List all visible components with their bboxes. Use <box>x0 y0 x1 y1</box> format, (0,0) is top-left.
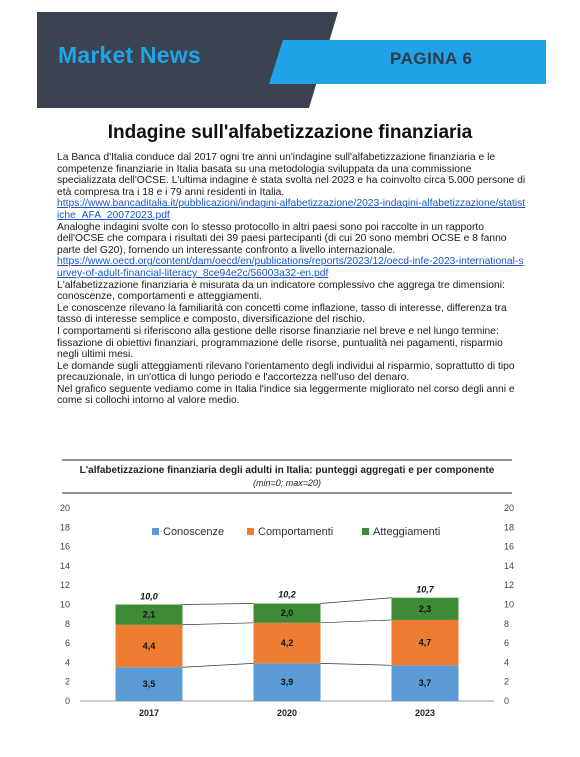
bar-value-label: 3,5 <box>143 679 156 689</box>
bar-segment <box>115 624 183 668</box>
bar-value-label: 3,9 <box>281 677 294 687</box>
series-connector-line <box>320 663 392 666</box>
series-connector-line <box>320 619 392 624</box>
bar-total-label: 10,0 <box>140 592 158 602</box>
y-tick-label-right: 8 <box>504 619 509 629</box>
bar-segment <box>391 619 459 666</box>
paragraph-comportamenti: I comportamenti si riferiscono alla gest… <box>57 325 503 361</box>
y-tick-label-left: 14 <box>60 561 70 571</box>
y-tick-label-right: 6 <box>504 638 509 648</box>
bar-value-label: 2,0 <box>281 608 294 618</box>
bar-value-label: 2,1 <box>143 610 156 620</box>
header-background <box>37 12 546 108</box>
y-tick-label-right: 10 <box>504 600 514 610</box>
y-tick-label-left: 8 <box>65 619 70 629</box>
series-connector-line <box>182 663 254 668</box>
bar-value-label: 2,3 <box>419 604 432 614</box>
y-tick-label-left: 10 <box>60 600 70 610</box>
header-blue-panel <box>269 40 546 84</box>
x-tick-label: 2017 <box>139 708 159 718</box>
article-title: Indagine sull'alfabetizzazione finanziar… <box>107 122 473 143</box>
header-dark-panel <box>37 12 338 108</box>
series-connector-line <box>182 603 254 605</box>
chart-subtitle: (min=0; max=20) <box>253 478 321 488</box>
bar-segment <box>253 622 321 664</box>
y-tick-label-left: 20 <box>60 503 70 513</box>
y-tick-label-right: 20 <box>504 503 514 513</box>
y-tick-label-left: 4 <box>65 657 70 667</box>
paragraph-chart-intro: Nel grafico seguente vediamo come in Ita… <box>57 383 515 407</box>
financial-literacy-chart: L'alfabetizzazione finanziaria degli adu… <box>60 459 514 718</box>
paragraph-intro: La Banca d'Italia conduce dal 2017 ogni … <box>57 152 526 198</box>
bar-total-label: 10,7 <box>416 585 435 595</box>
bar-segment <box>391 597 459 620</box>
x-tick-label: 2023 <box>415 708 435 718</box>
y-tick-label-left: 6 <box>65 638 70 648</box>
bar-segment <box>115 667 183 701</box>
legend-swatch <box>152 528 159 535</box>
y-tick-label-right: 12 <box>504 580 514 590</box>
page-number: PAGINA 6 <box>390 49 473 68</box>
y-tick-label-right: 2 <box>504 677 509 687</box>
paragraph-atteggiamenti: Le domande sugli atteggiamenti rilevano … <box>57 360 515 384</box>
link-bancaditalia[interactable]: https://www.bancaditalia.it/pubblicazion… <box>57 198 526 221</box>
y-tick-label-left: 2 <box>65 677 70 687</box>
y-tick-label-right: 16 <box>504 542 514 552</box>
link-oecd[interactable]: https://www.oecd.org/content/dam/oecd/en… <box>57 256 524 279</box>
bar-segment <box>391 665 459 701</box>
bar-value-label: 4,7 <box>419 638 432 648</box>
y-tick-label-right: 18 <box>504 522 514 532</box>
legend-label: Atteggiamenti <box>373 526 440 538</box>
x-tick-label: 2020 <box>277 708 297 718</box>
paragraph-oecd: Analoghe indagini svolte con lo stesso p… <box>57 221 507 256</box>
brand-title: Market News <box>58 42 201 68</box>
bar-value-label: 4,2 <box>281 638 294 648</box>
paragraph-conoscenze: Le conoscenze rilevano la familiarità co… <box>57 302 507 326</box>
bar-segment <box>253 663 321 701</box>
bar-segment <box>253 603 321 623</box>
y-tick-label-right: 0 <box>504 696 509 706</box>
bar-value-label: 3,7 <box>419 678 432 688</box>
y-tick-label-right: 4 <box>504 657 509 667</box>
series-connector-line <box>182 622 254 626</box>
paragraph-dimensions: L'alfabetizzazione finanziaria è misurat… <box>57 279 505 303</box>
y-tick-label-right: 14 <box>504 561 514 571</box>
header-banner: Market News PAGINA 6 <box>0 0 580 115</box>
bar-total-label: 10,2 <box>278 590 296 600</box>
bar-segment <box>115 604 183 625</box>
legend-swatch <box>362 528 369 535</box>
series-connector-line <box>320 597 392 604</box>
y-tick-label-left: 18 <box>60 522 70 532</box>
legend-label: Comportamenti <box>258 526 333 538</box>
y-tick-label-left: 16 <box>60 542 70 552</box>
y-tick-label-left: 12 <box>60 580 70 590</box>
legend-label: Conoscenze <box>163 526 224 538</box>
article-body: La Banca d'Italia conduce dal 2017 ogni … <box>57 152 527 407</box>
chart-title: L'alfabetizzazione finanziaria degli adu… <box>80 465 495 476</box>
y-tick-label-left: 0 <box>65 696 70 706</box>
bar-value-label: 4,4 <box>143 641 156 651</box>
legend-swatch <box>247 528 254 535</box>
